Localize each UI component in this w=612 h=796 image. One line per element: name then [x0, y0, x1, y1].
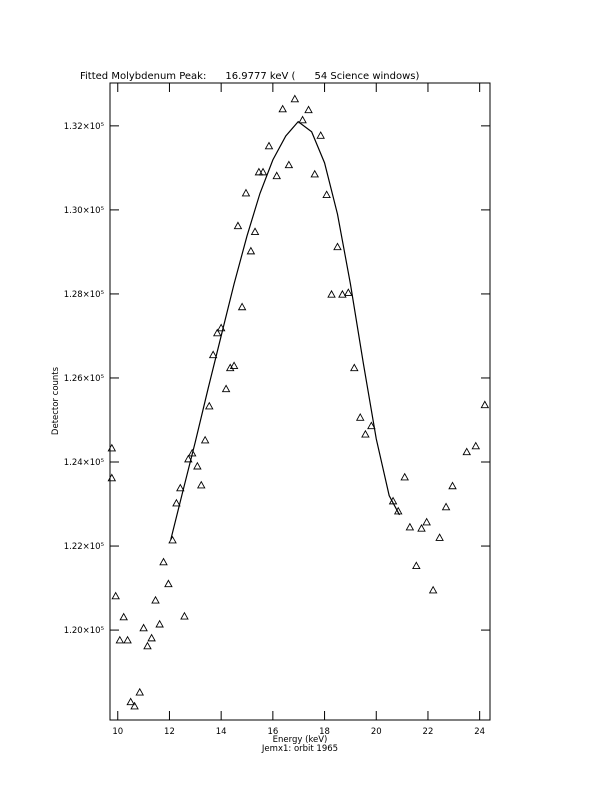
data-point	[180, 611, 189, 620]
data-point	[184, 454, 193, 463]
data-point	[172, 498, 181, 507]
data-point	[159, 557, 168, 566]
chart-title: Fitted Molybdenum Peak: 16.9777 keV ( 54…	[80, 71, 420, 82]
x-tick-label: 18	[319, 727, 330, 737]
data-point	[107, 473, 117, 482]
data-point	[155, 619, 164, 628]
data-point	[367, 421, 376, 430]
data-point	[310, 169, 319, 178]
data-point	[254, 167, 264, 176]
data-point	[417, 523, 426, 532]
data-point	[462, 447, 471, 456]
data-point	[284, 160, 294, 169]
data-point	[290, 94, 300, 103]
data-point	[241, 188, 251, 197]
data-point	[355, 413, 365, 421]
y-tick-label: 1.22×10⁵	[64, 542, 104, 552]
data-point	[196, 480, 206, 489]
data-point	[176, 483, 185, 492]
data-point	[435, 533, 444, 541]
data-point	[246, 246, 256, 255]
subtitle: Jemx1: orbit 1965	[261, 744, 338, 754]
y-tick-label: 1.30×10⁵	[64, 206, 104, 216]
y-axis-label: Detector counts	[51, 366, 61, 435]
y-tick-label: 1.26×10⁵	[64, 374, 104, 384]
x-axis-label: Energy (keV)	[273, 735, 328, 745]
x-tick-label: 10	[112, 727, 123, 737]
data-point	[278, 104, 287, 113]
data-point	[233, 221, 243, 230]
data-point	[250, 227, 260, 235]
data-point	[298, 115, 307, 124]
data-point	[221, 384, 231, 393]
data-point	[422, 517, 431, 526]
data-point	[111, 591, 120, 600]
data-point	[151, 595, 160, 604]
data-point	[441, 502, 451, 511]
data-point	[400, 472, 409, 481]
data-point	[107, 443, 117, 452]
data-point	[327, 289, 336, 298]
data-point	[322, 190, 331, 199]
data-point	[229, 361, 239, 370]
data-point	[448, 481, 457, 490]
x-tick-label: 12	[164, 727, 175, 737]
data-point	[168, 535, 177, 544]
data-point	[123, 635, 132, 644]
data-point	[193, 461, 202, 470]
data-point	[258, 167, 268, 176]
data-point	[147, 633, 156, 642]
y-tick-label: 1.32×10⁵	[64, 122, 104, 132]
data-point	[333, 242, 342, 251]
x-tick-label: 16	[267, 727, 278, 737]
data-point	[272, 171, 281, 180]
y-tick-label: 1.20×10⁵	[64, 626, 104, 636]
data-point	[338, 289, 347, 298]
data-point	[412, 561, 421, 570]
data-point	[237, 302, 247, 311]
data-point	[126, 697, 135, 706]
x-tick-label: 22	[423, 727, 434, 737]
data-point	[344, 288, 353, 296]
x-tick-label: 24	[474, 727, 485, 737]
data-point	[213, 328, 222, 337]
data-point	[264, 141, 274, 150]
data-point	[225, 363, 235, 372]
data-point	[135, 687, 144, 696]
data-point	[139, 623, 148, 632]
x-tick-label: 20	[371, 727, 382, 737]
data-point	[350, 363, 359, 372]
data-point	[304, 105, 313, 114]
x-tick-label: 14	[216, 727, 227, 737]
data-point	[471, 441, 481, 450]
y-tick-label: 1.24×10⁵	[64, 458, 104, 468]
data-point	[316, 131, 325, 139]
data-point	[405, 522, 415, 531]
data-point	[164, 579, 173, 588]
data-point	[428, 585, 438, 594]
plot-frame	[109, 82, 491, 721]
data-point	[480, 400, 490, 409]
data-point	[393, 506, 403, 515]
data-point	[143, 641, 152, 650]
data-point	[119, 612, 128, 621]
data-point	[208, 350, 218, 359]
fit-curve	[170, 120, 401, 540]
data-point	[115, 635, 125, 644]
data-point	[205, 401, 214, 410]
data-point	[200, 435, 210, 444]
data-point	[361, 429, 370, 438]
y-tick-label: 1.28×10⁵	[64, 290, 104, 300]
data-point	[130, 701, 139, 710]
